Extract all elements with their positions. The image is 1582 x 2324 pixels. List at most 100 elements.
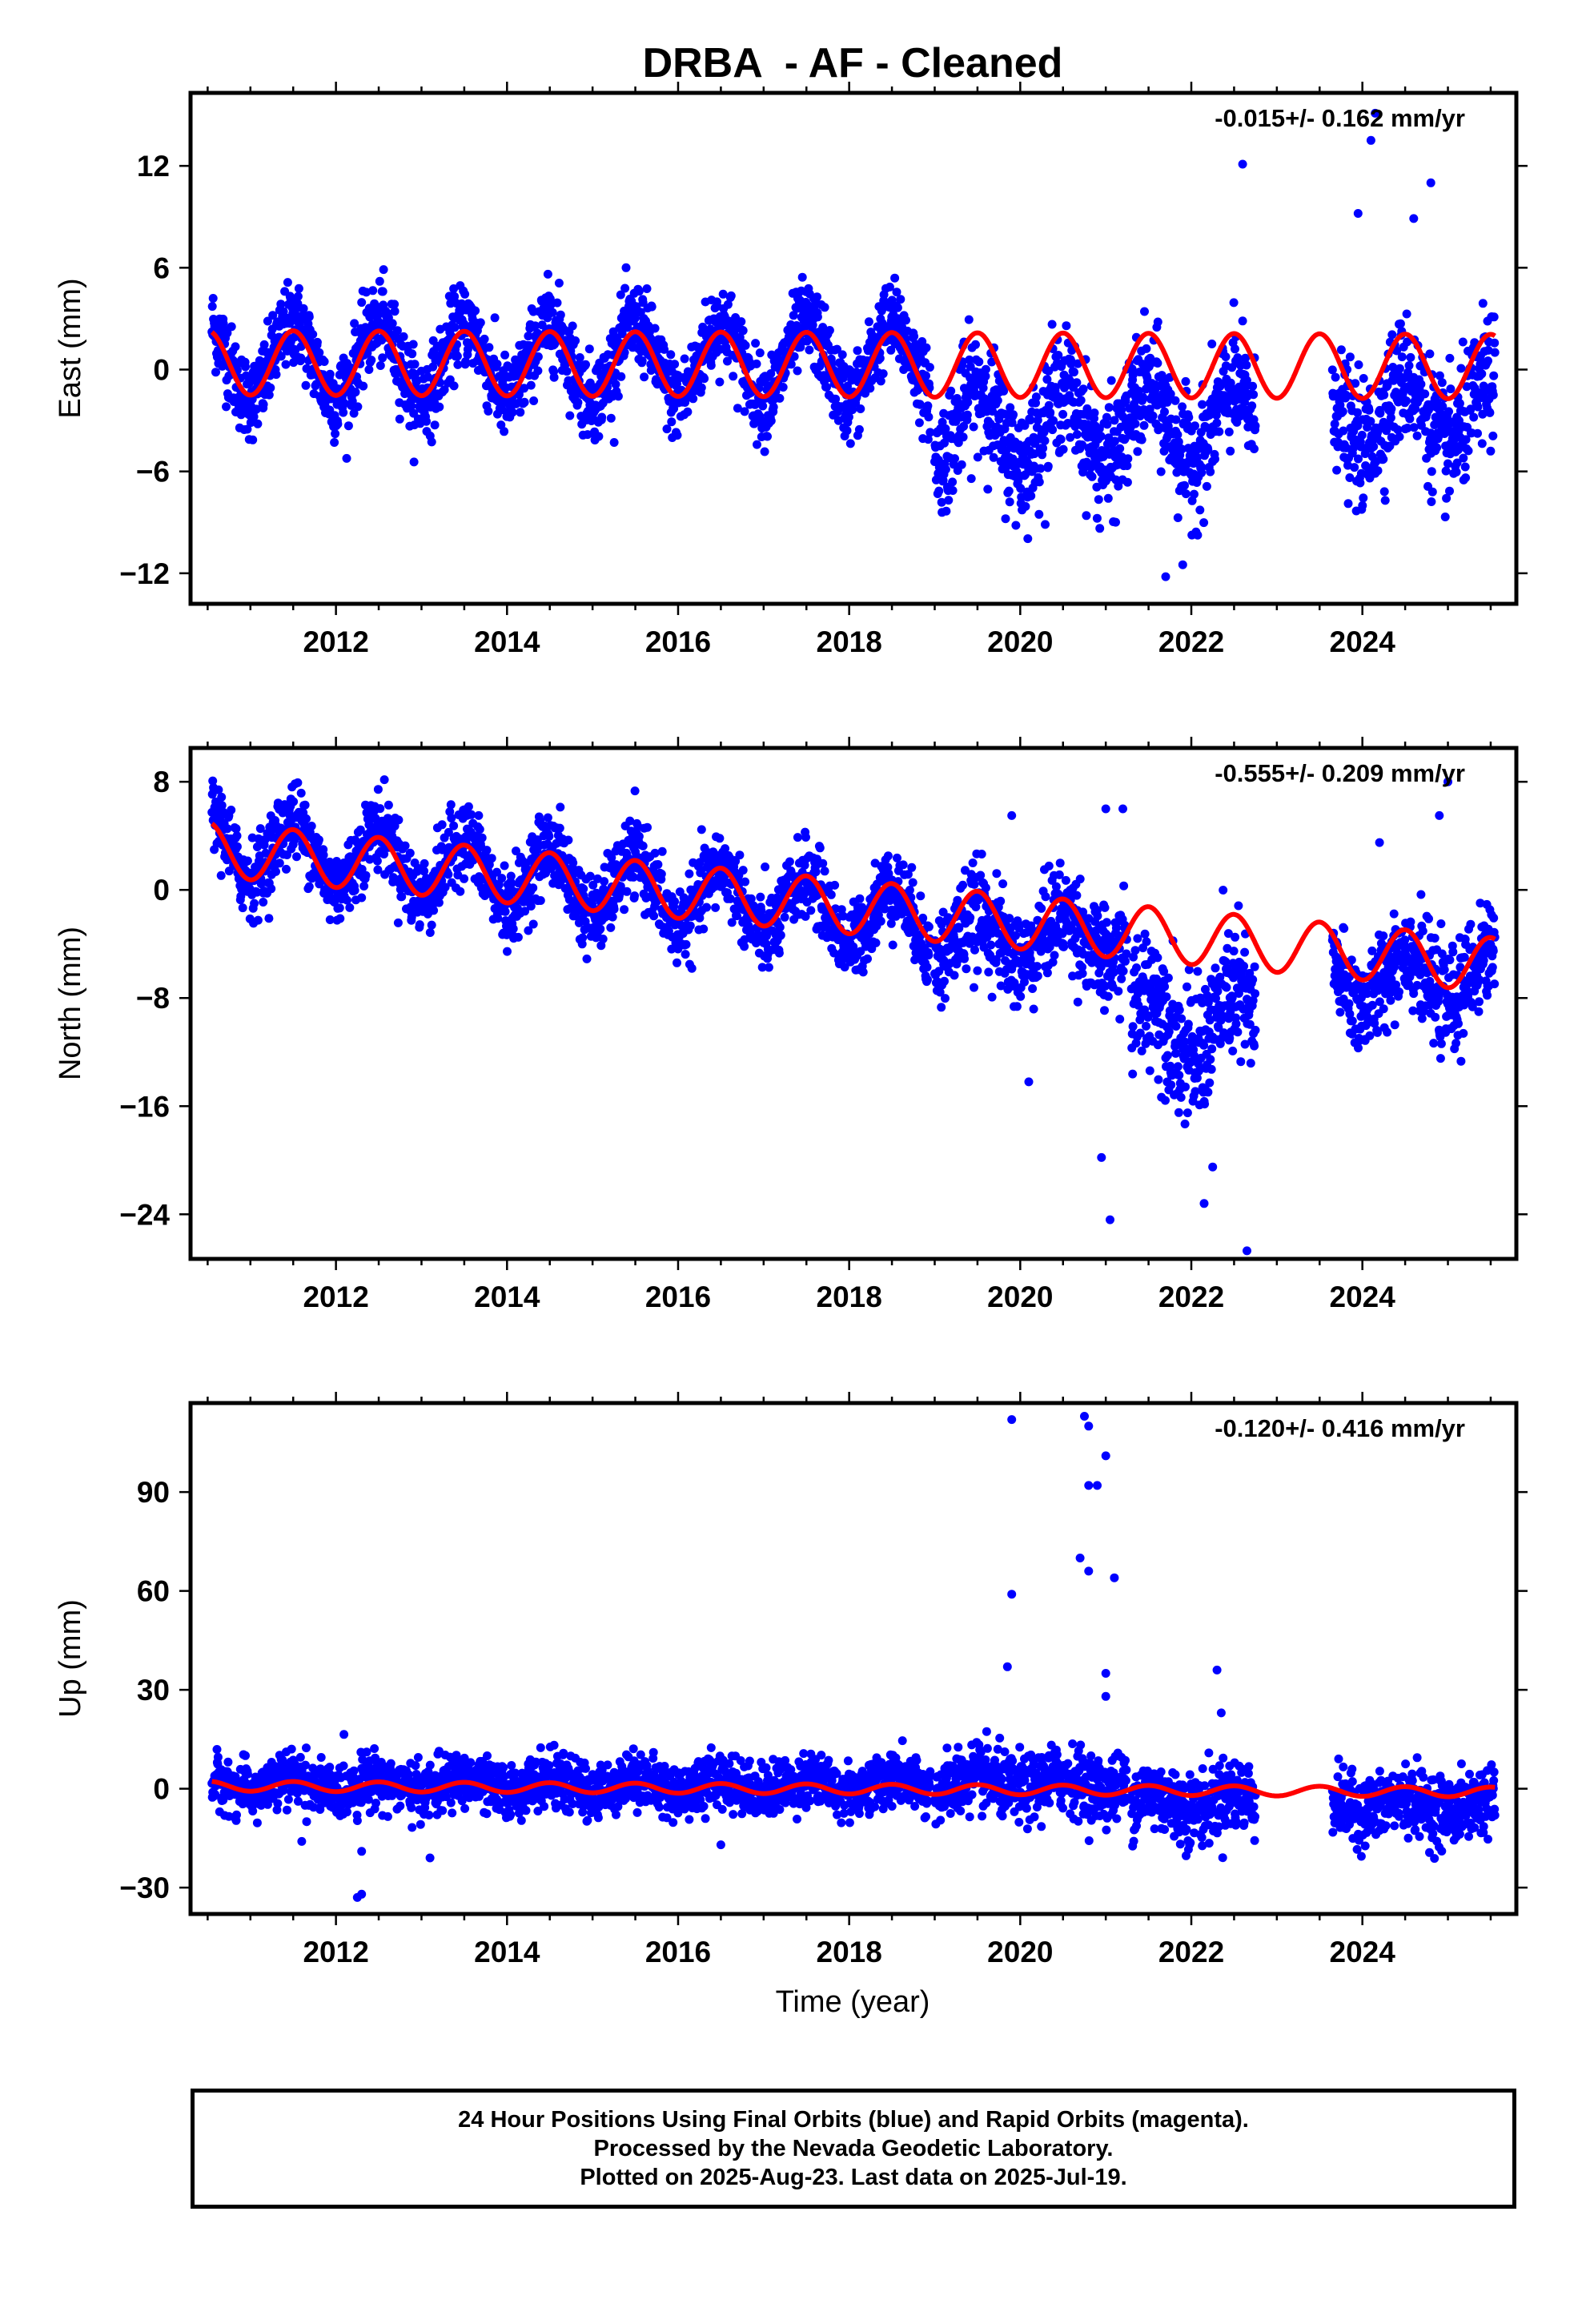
data-point — [1206, 467, 1215, 476]
data-point — [271, 866, 280, 876]
data-point — [1393, 425, 1403, 435]
data-point — [543, 269, 552, 279]
data-point — [957, 460, 966, 469]
data-point — [831, 394, 841, 404]
data-point — [1021, 501, 1030, 511]
data-point — [281, 360, 291, 369]
data-point — [611, 380, 620, 389]
panel-2: 2012 2014 2016 2018 2020 2022 2024−24−16−808No… — [54, 737, 1528, 1313]
data-point — [1034, 477, 1044, 487]
data-point — [785, 857, 794, 866]
data-point — [1440, 513, 1450, 521]
data-point — [1191, 421, 1199, 431]
data-point — [536, 896, 545, 905]
data-point — [427, 437, 436, 447]
data-point — [1488, 390, 1498, 400]
data-point — [330, 438, 339, 447]
data-point — [1380, 496, 1390, 505]
data-point — [685, 921, 695, 931]
data-point — [818, 858, 828, 868]
data-point — [950, 454, 959, 464]
data-point — [1452, 467, 1461, 476]
data-point — [564, 835, 573, 845]
data-point — [885, 282, 894, 292]
data-point — [942, 506, 951, 516]
data-point — [529, 396, 539, 405]
data-point — [1078, 384, 1088, 394]
data-point — [689, 394, 698, 404]
data-point — [475, 825, 484, 834]
data-point — [1231, 344, 1239, 354]
data-point — [864, 317, 873, 327]
data-point — [453, 360, 463, 369]
x-tick-label: 2020 — [987, 625, 1053, 658]
data-point — [620, 283, 630, 293]
data-point — [578, 933, 588, 943]
data-point — [511, 355, 520, 364]
rate-label: -0.015+/- 0.162 mm/yr — [1215, 104, 1465, 132]
data-point — [964, 315, 974, 324]
data-point — [723, 300, 733, 309]
data-point — [1354, 454, 1363, 464]
data-point — [252, 404, 261, 414]
y-tick-label: 6 — [153, 251, 170, 284]
data-point — [554, 279, 564, 287]
data-point — [1461, 473, 1471, 483]
data-point — [1432, 443, 1442, 452]
data-point — [855, 894, 865, 903]
data-point — [1386, 413, 1395, 423]
data-point — [737, 317, 746, 327]
data-point — [670, 897, 680, 907]
data-point — [987, 357, 997, 367]
data-point — [1023, 534, 1033, 544]
data-point — [1464, 446, 1473, 456]
data-point — [476, 318, 485, 328]
data-point — [484, 406, 493, 416]
y-tick-label: −6 — [136, 456, 170, 489]
data-point — [1242, 376, 1251, 385]
data-point — [531, 321, 540, 331]
data-point — [1076, 396, 1086, 405]
data-point — [279, 307, 288, 316]
data-point — [243, 856, 252, 866]
data-point — [1403, 337, 1412, 347]
data-point — [335, 903, 344, 913]
data-point — [780, 912, 789, 922]
data-point — [637, 356, 647, 365]
data-point — [1005, 497, 1014, 507]
data-point — [858, 967, 868, 977]
data-point — [300, 800, 310, 810]
data-point — [608, 912, 617, 922]
data-point — [543, 813, 552, 822]
data-point — [357, 298, 367, 308]
data-point — [1375, 408, 1385, 418]
data-point — [259, 400, 268, 409]
data-point — [422, 416, 431, 426]
data-point — [1102, 420, 1112, 429]
data-point — [378, 353, 387, 363]
data-point — [285, 319, 295, 328]
data-point — [901, 316, 910, 325]
data-point — [312, 337, 322, 347]
data-point — [1248, 381, 1258, 391]
data-point — [437, 820, 447, 830]
data-point — [533, 352, 543, 361]
data-point — [1070, 368, 1078, 377]
data-point — [1044, 400, 1054, 410]
data-point — [1405, 414, 1415, 424]
data-point — [1215, 427, 1224, 436]
data-point — [1356, 442, 1366, 452]
data-point — [1094, 495, 1103, 505]
data-point — [1242, 360, 1251, 370]
data-point — [450, 292, 460, 301]
data-point — [609, 904, 619, 914]
data-point — [662, 424, 672, 434]
data-point — [826, 890, 836, 899]
data-point — [267, 884, 276, 894]
data-point — [650, 324, 660, 333]
data-point — [1397, 352, 1407, 362]
outlier-point — [1161, 572, 1170, 581]
data-point — [1138, 392, 1148, 402]
data-point — [1137, 435, 1146, 444]
data-point — [1247, 401, 1257, 411]
